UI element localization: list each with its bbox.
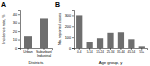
tick-label: 0 — [69, 47, 71, 51]
panel-label: A — [1, 1, 6, 8]
tick-label: 0-4 — [77, 50, 82, 54]
x-axis: 0-4 5-1415-2425-3435-4445-5455+ — [75, 48, 148, 54]
tick-mark — [72, 48, 74, 49]
bar — [40, 18, 48, 48]
tick: Urban — [23, 48, 33, 54]
tick: 40 — [13, 13, 20, 17]
tick: 35-44 — [117, 48, 125, 54]
tick-label: 10 — [13, 38, 17, 42]
tick: 0 — [69, 47, 74, 51]
tick: 10 — [13, 38, 20, 42]
tick-label: 5-14 — [87, 50, 93, 54]
tick-label: 25-34 — [107, 50, 115, 54]
tick: Suburban/Industrial — [36, 48, 52, 58]
tick-label: 40 — [13, 13, 17, 17]
bars — [76, 15, 145, 48]
tick: 15-24 — [96, 48, 104, 54]
tick: 0 — [15, 47, 20, 51]
tick-label: 35-44 — [117, 50, 125, 54]
tick-label: 0 — [15, 47, 17, 51]
panel-label: B — [55, 1, 60, 8]
bar — [107, 33, 113, 48]
panel: 0 100 200 300 0-4 5-1415-2425-3435-4445-5455+… — [55, 1, 148, 65]
tick-label: 55+ — [139, 50, 144, 54]
tick-label: 20 — [13, 30, 17, 34]
tick: 100 — [65, 36, 74, 40]
tick: 0-4 — [77, 48, 82, 54]
tick: 20 — [13, 30, 20, 34]
chart-root: 0 10 20 30 40 UrbanSuburban/Industrial Distric… — [0, 0, 150, 66]
tick-mark — [18, 31, 20, 32]
tick-label: 45-54 — [128, 50, 136, 54]
tick: 25-34 — [107, 48, 115, 54]
tick-mark — [18, 14, 20, 15]
bar — [139, 46, 145, 48]
tick-mark — [18, 40, 20, 41]
bar — [128, 39, 134, 48]
y-axis-title: Incidence rate, % — [2, 14, 6, 44]
tick-mark — [72, 15, 74, 16]
tick: 45-54 — [128, 48, 136, 54]
x-axis-title: Districts — [29, 60, 44, 65]
y-axis-title: No. reported cases — [58, 13, 62, 45]
tick-label-line: Industrial — [37, 54, 51, 58]
tick-label: Urban — [23, 50, 33, 54]
tick: 200 — [65, 25, 74, 29]
bar — [97, 38, 103, 48]
tick-label: 100 — [65, 36, 71, 40]
tick-label: 30 — [13, 21, 17, 25]
bar — [118, 32, 124, 48]
tick: 5-14 — [87, 48, 93, 54]
tick-mark — [72, 26, 74, 27]
tick-label: 200 — [65, 25, 71, 29]
tick-mark — [72, 37, 74, 38]
y-axis: 0 10 20 30 40 — [13, 11, 21, 51]
tick: 30 — [13, 21, 20, 25]
y-axis: 0 100 200 300 — [65, 11, 75, 51]
tick-label: Suburban/Industrial — [36, 50, 52, 58]
axis-line — [18, 11, 21, 49]
bar — [24, 36, 32, 48]
tick-mark — [18, 23, 20, 24]
tick: 55+ — [139, 48, 144, 54]
tick-label: 15-24 — [96, 50, 104, 54]
x-axis: UrbanSuburban/Industrial — [21, 48, 53, 58]
x-axis-title: Age group, y — [99, 60, 124, 65]
bar — [87, 42, 93, 48]
bar — [76, 15, 82, 48]
tick: 300 — [65, 14, 74, 18]
tick-mark — [18, 48, 20, 49]
bars — [24, 18, 48, 48]
panel: 0 10 20 30 40 UrbanSuburban/Industrial Distric… — [1, 1, 53, 65]
axis-line — [72, 11, 75, 49]
tick-label: 300 — [65, 14, 71, 18]
